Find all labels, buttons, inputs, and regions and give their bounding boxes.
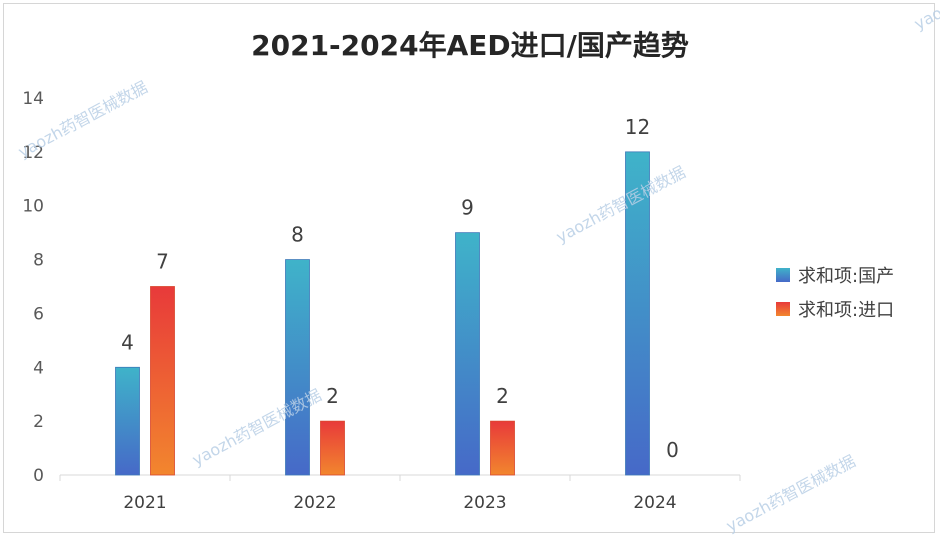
data-label-import-2023: 2 xyxy=(496,384,509,408)
x-tick-label: 2021 xyxy=(123,493,166,513)
bar-domestic-2023 xyxy=(455,232,480,476)
x-axis: 2021 2022 2023 2024 xyxy=(59,475,741,513)
y-tick-label: 12 xyxy=(22,143,44,163)
bar-import-2023 xyxy=(490,420,515,476)
bar-domestic-2021 xyxy=(115,366,140,476)
bars xyxy=(115,151,650,476)
chart-title: 2021-2024年AED进口/国产趋势 xyxy=(251,29,689,62)
data-label-domestic-2022: 8 xyxy=(291,223,304,247)
watermark-5: yaozh药智医械数据 xyxy=(911,0,940,34)
y-tick-label: 6 xyxy=(33,304,44,324)
x-tick-label: 2022 xyxy=(293,493,336,513)
data-label-domestic-2021: 4 xyxy=(121,330,134,354)
data-label-domestic-2024: 12 xyxy=(625,115,650,139)
data-labels: 4 7 8 2 9 2 12 0 xyxy=(121,115,679,462)
x-tick-label: 2024 xyxy=(633,493,676,513)
y-tick-label: 4 xyxy=(33,358,44,378)
bar-import-2022 xyxy=(320,420,345,476)
y-tick-label: 8 xyxy=(33,251,44,271)
legend-label-domestic: 求和项:国产 xyxy=(798,266,894,287)
y-tick-label: 2 xyxy=(33,412,44,432)
y-axis: 0 2 4 6 8 10 12 14 xyxy=(22,89,44,486)
x-tick-label: 2023 xyxy=(463,493,506,513)
y-tick-label: 0 xyxy=(33,466,44,486)
data-label-import-2021: 7 xyxy=(156,250,169,274)
data-label-import-2022: 2 xyxy=(326,384,339,408)
data-label-import-2024: 0 xyxy=(666,438,679,462)
bar-import-2021 xyxy=(150,286,175,476)
data-label-domestic-2023: 9 xyxy=(461,196,474,220)
bar-domestic-2024 xyxy=(625,151,650,476)
legend-swatch-import xyxy=(776,302,790,316)
legend-label-import: 求和项:进口 xyxy=(798,300,894,321)
y-tick-label: 10 xyxy=(22,197,44,217)
y-tick-label: 14 xyxy=(22,89,44,109)
legend-swatch-domestic xyxy=(776,268,790,282)
bar-domestic-2022 xyxy=(285,259,310,476)
watermark-4: yaozh药智医械数据 xyxy=(723,451,859,535)
watermark-2: yaozh药智医械数据 xyxy=(553,162,689,246)
legend: 求和项:国产 求和项:进口 xyxy=(776,266,894,321)
